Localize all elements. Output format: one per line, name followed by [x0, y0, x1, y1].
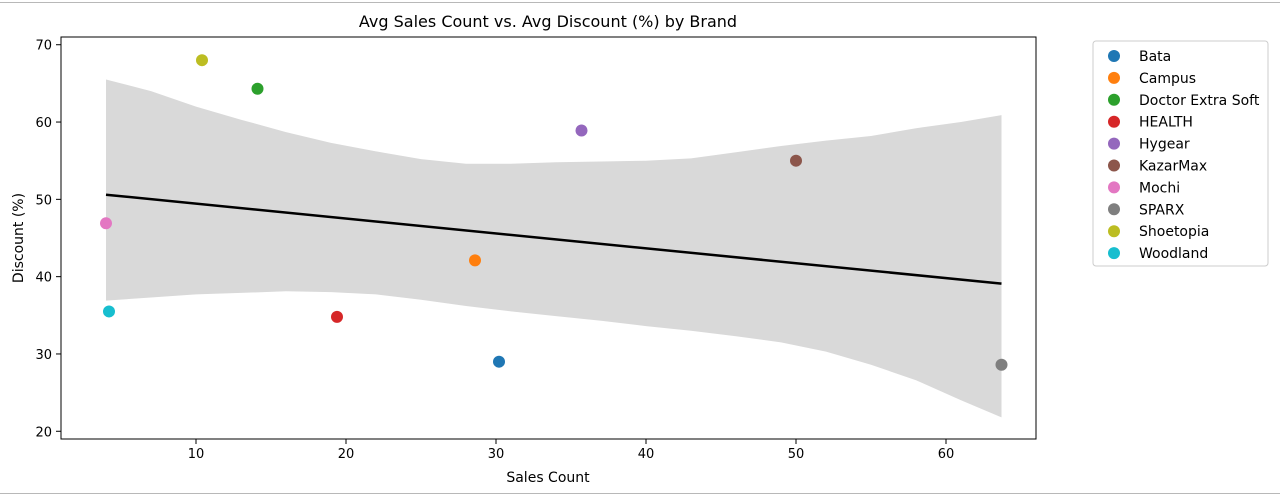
data-point-mochi: [100, 217, 112, 230]
legend-marker-shoetopia: [1108, 225, 1120, 238]
legend-label-shoetopia: Shoetopia: [1139, 224, 1209, 240]
data-point-shoetopia: [196, 54, 208, 67]
x-axis-label: Sales Count: [506, 470, 590, 486]
legend-label-hygear: Hygear: [1139, 137, 1190, 153]
legend-marker-health: [1108, 115, 1120, 128]
y-axis-ticks: 20 30 40 50 60 70: [35, 39, 61, 440]
data-point-health: [331, 310, 343, 323]
plot-area-frame: [60, 36, 1037, 440]
x-tick-label: 50: [788, 447, 805, 462]
legend-label-sparx: SPARX: [1139, 202, 1185, 218]
data-point-woodland: [103, 305, 115, 318]
bottom-border: [0, 493, 1280, 494]
legend-marker-hygear: [1108, 137, 1120, 150]
legend-marker-woodland: [1108, 247, 1120, 260]
confidence-band: [106, 79, 1002, 418]
legend-label-kazarmax: KazarMax: [1139, 159, 1207, 175]
legend-label-doctor-extra-soft: Doctor Extra Soft: [1139, 93, 1260, 109]
x-tick-label: 40: [638, 447, 655, 462]
data-point-sparx: [995, 358, 1008, 371]
legend-marker-doctor-extra-soft: [1108, 93, 1120, 106]
x-tick-label: 60: [938, 447, 955, 462]
x-axis-ticks: 10 20 30 40 50 60: [188, 439, 955, 462]
regression-line: [105, 193, 1002, 285]
legend-marker-kazarmax: [1108, 159, 1120, 172]
x-tick-label: 20: [338, 447, 355, 462]
data-point-campus: [469, 254, 481, 267]
legend-marker-campus: [1108, 71, 1120, 84]
legend: Bata Campus Doctor Extra Soft HEALTH Hygear K…: [1092, 40, 1269, 267]
legend-label-mochi: Mochi: [1139, 180, 1180, 196]
y-tick-label: 40: [35, 271, 52, 286]
data-point-kazarmax: [790, 154, 802, 167]
data-point-hygear: [575, 124, 588, 137]
x-tick-label: 10: [188, 447, 205, 462]
legend-marker-bata: [1108, 50, 1120, 62]
data-point-doctor-extra-soft: [251, 82, 264, 95]
y-tick-label: 30: [35, 348, 52, 363]
legend-label-bata: Bata: [1139, 49, 1171, 65]
legend-marker-sparx: [1108, 203, 1120, 216]
y-tick-label: 70: [35, 39, 52, 54]
data-points-layer: [100, 54, 1008, 371]
top-border: [0, 2, 1280, 3]
legend-frame: [1092, 40, 1269, 267]
y-tick-label: 60: [35, 116, 52, 131]
y-axis-label: Discount (%): [11, 193, 27, 283]
y-tick-label: 50: [35, 193, 52, 208]
legend-label-campus: Campus: [1139, 71, 1196, 87]
legend-label-woodland: Woodland: [1139, 246, 1208, 262]
y-tick-label: 20: [35, 425, 52, 440]
legend-marker-mochi: [1108, 181, 1120, 194]
chart-title: Avg Sales Count vs. Avg Discount (%) by …: [359, 12, 737, 31]
x-tick-label: 30: [488, 447, 505, 462]
legend-label-health: HEALTH: [1139, 115, 1193, 131]
regression-line-layer: [105, 193, 1002, 285]
confidence-band-layer: [106, 79, 1002, 418]
data-point-bata: [493, 355, 505, 368]
